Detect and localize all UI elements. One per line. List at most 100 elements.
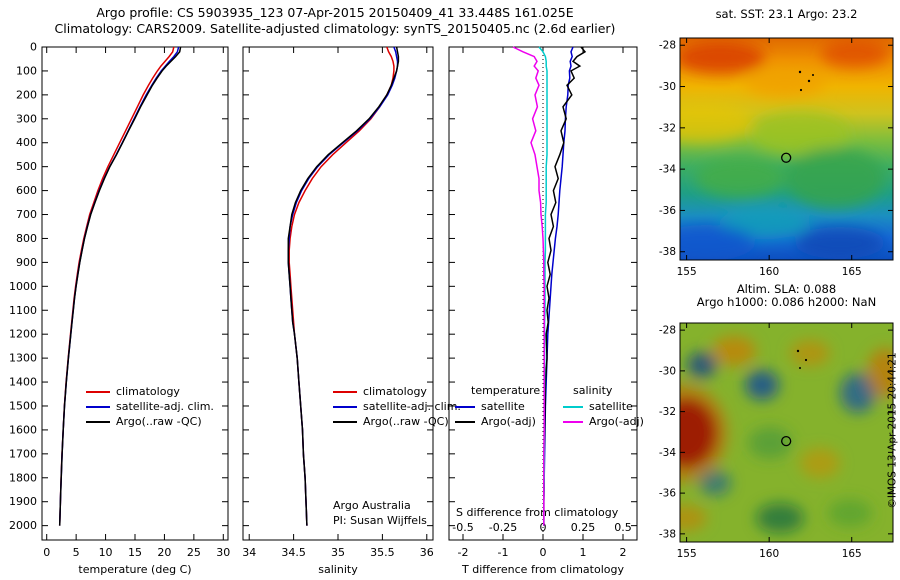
svg-text:5: 5 (73, 546, 80, 559)
series-satellite-adj-clim- (287, 46, 399, 526)
legend-line-swatch (333, 390, 357, 393)
svg-text:-34: -34 (659, 447, 676, 459)
sst-map-block: sat. SST: 23.1 Argo: 23.2 (650, 6, 900, 282)
svg-text:35.5: 35.5 (370, 546, 395, 559)
difference-legend-headers: temperature salinity (455, 384, 655, 399)
legend-label: climatology (116, 385, 180, 398)
attribution-line1: Argo Australia (333, 499, 411, 512)
series-satellite-s-diff-x4- (538, 46, 548, 526)
svg-text:0: 0 (540, 521, 547, 534)
svg-text:0.25: 0.25 (571, 521, 596, 534)
svg-text:1300: 1300 (9, 352, 37, 365)
legend-label: satellite-adj. clim. (363, 400, 461, 413)
legend-line-swatch (86, 405, 110, 408)
svg-text:34: 34 (242, 546, 256, 559)
legend-label: Argo(..raw -QC) (363, 415, 449, 428)
svg-text:-32: -32 (659, 406, 676, 418)
svg-text:-28: -28 (659, 40, 676, 52)
svg-text:-36: -36 (659, 488, 676, 500)
svg-text:700: 700 (16, 208, 37, 221)
series-argo-raw-qc- (287, 46, 400, 526)
svg-text:-1: -1 (498, 546, 509, 559)
legend-label: Argo(-adj) (589, 415, 644, 428)
figure-title-block: Argo profile: CS 5903935_123 07-Apr-2015… (10, 5, 660, 37)
diff-salinity-legend-item: satellite (563, 399, 655, 414)
svg-text:25: 25 (187, 546, 201, 559)
temperature-legend-item: satellite-adj. clim. (86, 399, 214, 414)
svg-text:800: 800 (16, 232, 37, 245)
figure-title-line1: Argo profile: CS 5903935_123 07-Apr-2015… (96, 5, 574, 20)
x-axis-label: temperature (deg C) (78, 563, 191, 576)
temperature-profile-panel: 0 5 10 15 20 25 300100200300400500600700800900… (9, 41, 230, 577)
sst-map-image (680, 38, 893, 260)
sst-map-specks (798, 70, 814, 92)
svg-text:1600: 1600 (9, 423, 37, 436)
legend-line-swatch (86, 390, 110, 393)
svg-text:1100: 1100 (9, 304, 37, 317)
svg-text:400: 400 (16, 136, 37, 149)
svg-text:-30: -30 (659, 365, 676, 377)
diff-salinity-legend-item: Argo(-adj) (563, 414, 655, 429)
svg-text:600: 600 (16, 184, 37, 197)
temperature-legend: climatology satellite-adj. clim. Argo(..ra… (86, 384, 214, 429)
svg-text:0: 0 (540, 546, 547, 559)
svg-text:2000: 2000 (9, 519, 37, 532)
svg-text:1200: 1200 (9, 328, 37, 341)
series-climatology (288, 46, 395, 526)
argo-float-marker (781, 436, 792, 447)
svg-text:1000: 1000 (9, 280, 37, 293)
sla-map-title-line2: Argo h1000: 0.086 h2000: NaN (696, 295, 877, 309)
legend-label: climatology (363, 385, 427, 398)
sla-map-block: Altim. SLA: 0.088 Argo h1000: 0.086 h200… (650, 283, 900, 580)
diff-temperature-legend-item: satellite (455, 399, 563, 414)
svg-text:2: 2 (620, 546, 627, 559)
svg-text:-2: -2 (458, 546, 469, 559)
svg-text:-0.5: -0.5 (452, 521, 473, 534)
svg-text:-32: -32 (659, 122, 676, 134)
svg-text:1500: 1500 (9, 399, 37, 412)
svg-text:-30: -30 (659, 81, 676, 93)
svg-text:-34: -34 (659, 164, 676, 176)
svg-text:-36: -36 (659, 205, 676, 217)
salinity-profile-panel: 34 34.5 35 35.5 36 salinity (242, 46, 434, 576)
series-argo-raw-qc- (58, 46, 182, 526)
svg-text:35: 35 (331, 546, 345, 559)
imos-watermark: ©IMOS 13-Apr-2015 20:44:21 (886, 352, 899, 509)
svg-text:160: 160 (759, 266, 779, 278)
svg-text:1700: 1700 (9, 447, 37, 460)
legend-line-swatch (563, 420, 583, 423)
sla-map-specks (796, 349, 808, 369)
legend-label: Argo(-adj) (481, 415, 536, 428)
sst-map-title: sat. SST: 23.1 Argo: 23.2 (715, 7, 858, 21)
series-satellite-adj-clim- (58, 46, 180, 526)
svg-text:0.5: 0.5 (614, 521, 632, 534)
series-satellite-t-diff (543, 46, 574, 526)
svg-text:1800: 1800 (9, 471, 37, 484)
svg-text:-38: -38 (659, 246, 676, 258)
svg-text:20: 20 (157, 546, 171, 559)
legend-line-swatch (86, 420, 110, 423)
svg-text:34.5: 34.5 (281, 546, 306, 559)
difference-legend: temperature salinity satellite Argo(-adj)… (455, 384, 655, 429)
attribution-block: Argo Australia PI: Susan Wijffels (333, 498, 427, 528)
legend-header-temperature: temperature (471, 384, 541, 397)
legend-line-swatch (455, 420, 475, 423)
legend-line-swatch (563, 405, 583, 408)
difference-legend-temperature-column: satellite Argo(-adj) (455, 399, 563, 429)
attribution-line2: PI: Susan Wijffels (333, 514, 427, 527)
svg-text:1400: 1400 (9, 376, 37, 389)
legend-line-swatch (333, 420, 357, 423)
figure-title-line2: Climatology: CARS2009. Satellite-adjuste… (54, 21, 616, 36)
legend-line-swatch (455, 405, 475, 408)
svg-text:30: 30 (216, 546, 230, 559)
series-argo-adj-t-diff (543, 46, 587, 526)
legend-label: Argo(..raw -QC) (116, 415, 202, 428)
difference-profile-panel: -2 -1 0 1 2 T difference from climatology S di… (448, 46, 638, 576)
salinity-legend-item: Argo(..raw -QC) (333, 414, 461, 429)
sst-map: 155 160 165 -28 -30 -32 -34 -36 -38 (659, 37, 894, 278)
sla-map-title-line1: Altim. SLA: 0.088 (736, 282, 837, 296)
svg-text:1: 1 (580, 546, 587, 559)
svg-text:-28: -28 (659, 325, 676, 337)
diff-temperature-legend-item: Argo(-adj) (455, 414, 563, 429)
